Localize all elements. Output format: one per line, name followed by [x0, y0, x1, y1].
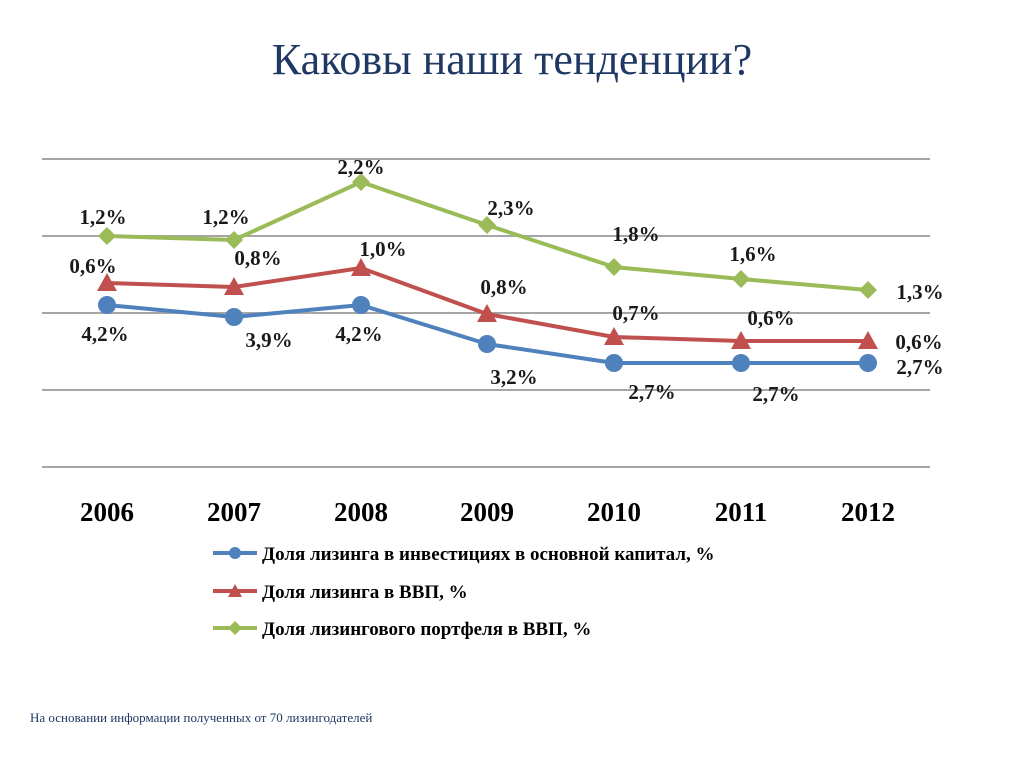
- data-point-s1-2011: [732, 354, 750, 372]
- data-label-s2-2010: 0,7%: [612, 301, 659, 325]
- data-label-s1-2006: 4,2%: [81, 322, 128, 346]
- data-label-s1-2010: 2,7%: [628, 380, 675, 404]
- data-label-s1-2012: 2,7%: [896, 355, 943, 379]
- legend: Доля лизинга в инвестициях в основной ка…: [213, 544, 715, 640]
- data-label-s2-2006: 0,6%: [69, 254, 116, 278]
- data-point-s1-2010: [605, 354, 623, 372]
- data-point-s2-2008: [351, 258, 371, 276]
- data-labels: 4,2% 3,9% 4,2%3,2%2,7% 2,7%2,7%0,6% 0,8% 1,0%…: [69, 155, 943, 406]
- data-point-s3-2010: [605, 258, 623, 276]
- legend-label-3: Доля лизингового портфеля в ВВП, %: [262, 619, 591, 640]
- x-axis-ticks: 2006 2007 2008 2009 2010 2011 2012: [80, 497, 895, 527]
- legend-marker-2: [228, 584, 242, 597]
- data-label-s2-2009: 0,8%: [480, 275, 527, 299]
- x-tick-2006: 2006: [80, 497, 134, 527]
- data-point-s2-2006: [97, 273, 117, 291]
- data-point-s1-2006: [98, 296, 116, 314]
- series-markers: [97, 173, 878, 372]
- data-point-s1-2007: [225, 308, 243, 326]
- data-label-s3-2011: 1,6%: [729, 242, 776, 266]
- data-label-s1-2007: 3,9%: [245, 328, 292, 352]
- data-point-s3-2007: [225, 231, 243, 249]
- data-point-s2-2010: [604, 327, 624, 345]
- data-point-s2-2007: [224, 277, 244, 295]
- legend-marker-3: [228, 621, 242, 635]
- x-tick-2007: 2007: [207, 497, 261, 527]
- data-label-s1-2009: 3,2%: [490, 365, 537, 389]
- data-point-s2-2012: [858, 331, 878, 349]
- footnote: На основании информации полученных от 70…: [30, 710, 373, 725]
- legend-label-1: Доля лизинга в инвестициях в основной ка…: [262, 544, 715, 565]
- data-point-s2-2009: [477, 304, 497, 322]
- data-label-s1-2008: 4,2%: [335, 322, 382, 346]
- data-point-s2-2011: [731, 331, 751, 349]
- data-point-s3-2006: [98, 227, 116, 245]
- data-point-s1-2008: [352, 296, 370, 314]
- x-tick-2008: 2008: [334, 497, 388, 527]
- x-tick-2009: 2009: [460, 497, 514, 527]
- data-label-s1-2011: 2,7%: [752, 382, 799, 406]
- data-label-s2-2008: 1,0%: [359, 237, 406, 261]
- data-label-s3-2006: 1,2%: [79, 205, 126, 229]
- data-point-s3-2008: [352, 173, 370, 191]
- data-point-s3-2012: [859, 281, 877, 299]
- data-label-s3-2010: 1,8%: [612, 222, 659, 246]
- line-chart: 4,2% 3,9% 4,2%3,2%2,7% 2,7%2,7%0,6% 0,8% 1,0%…: [42, 155, 944, 640]
- legend-label-2: Доля лизинга в ВВП, %: [262, 582, 468, 603]
- x-tick-2012: 2012: [841, 497, 895, 527]
- data-label-s2-2011: 0,6%: [747, 306, 794, 330]
- x-tick-2011: 2011: [715, 497, 768, 527]
- data-point-s1-2009: [478, 335, 496, 353]
- legend-marker-1: [229, 547, 241, 559]
- data-point-s1-2012: [859, 354, 877, 372]
- slide-title: Каковы наши тенденции?: [271, 35, 753, 84]
- data-label-s3-2012: 1,3%: [896, 280, 943, 304]
- data-point-s3-2011: [732, 270, 750, 288]
- data-label-s3-2009: 2,3%: [487, 196, 534, 220]
- x-tick-2010: 2010: [587, 497, 641, 527]
- data-point-s3-2009: [478, 216, 496, 234]
- data-label-s2-2007: 0,8%: [234, 246, 281, 270]
- data-label-s3-2008: 2,2%: [337, 155, 384, 179]
- data-label-s3-2007: 1,2%: [202, 205, 249, 229]
- data-label-s2-2012: 0,6%: [895, 330, 942, 354]
